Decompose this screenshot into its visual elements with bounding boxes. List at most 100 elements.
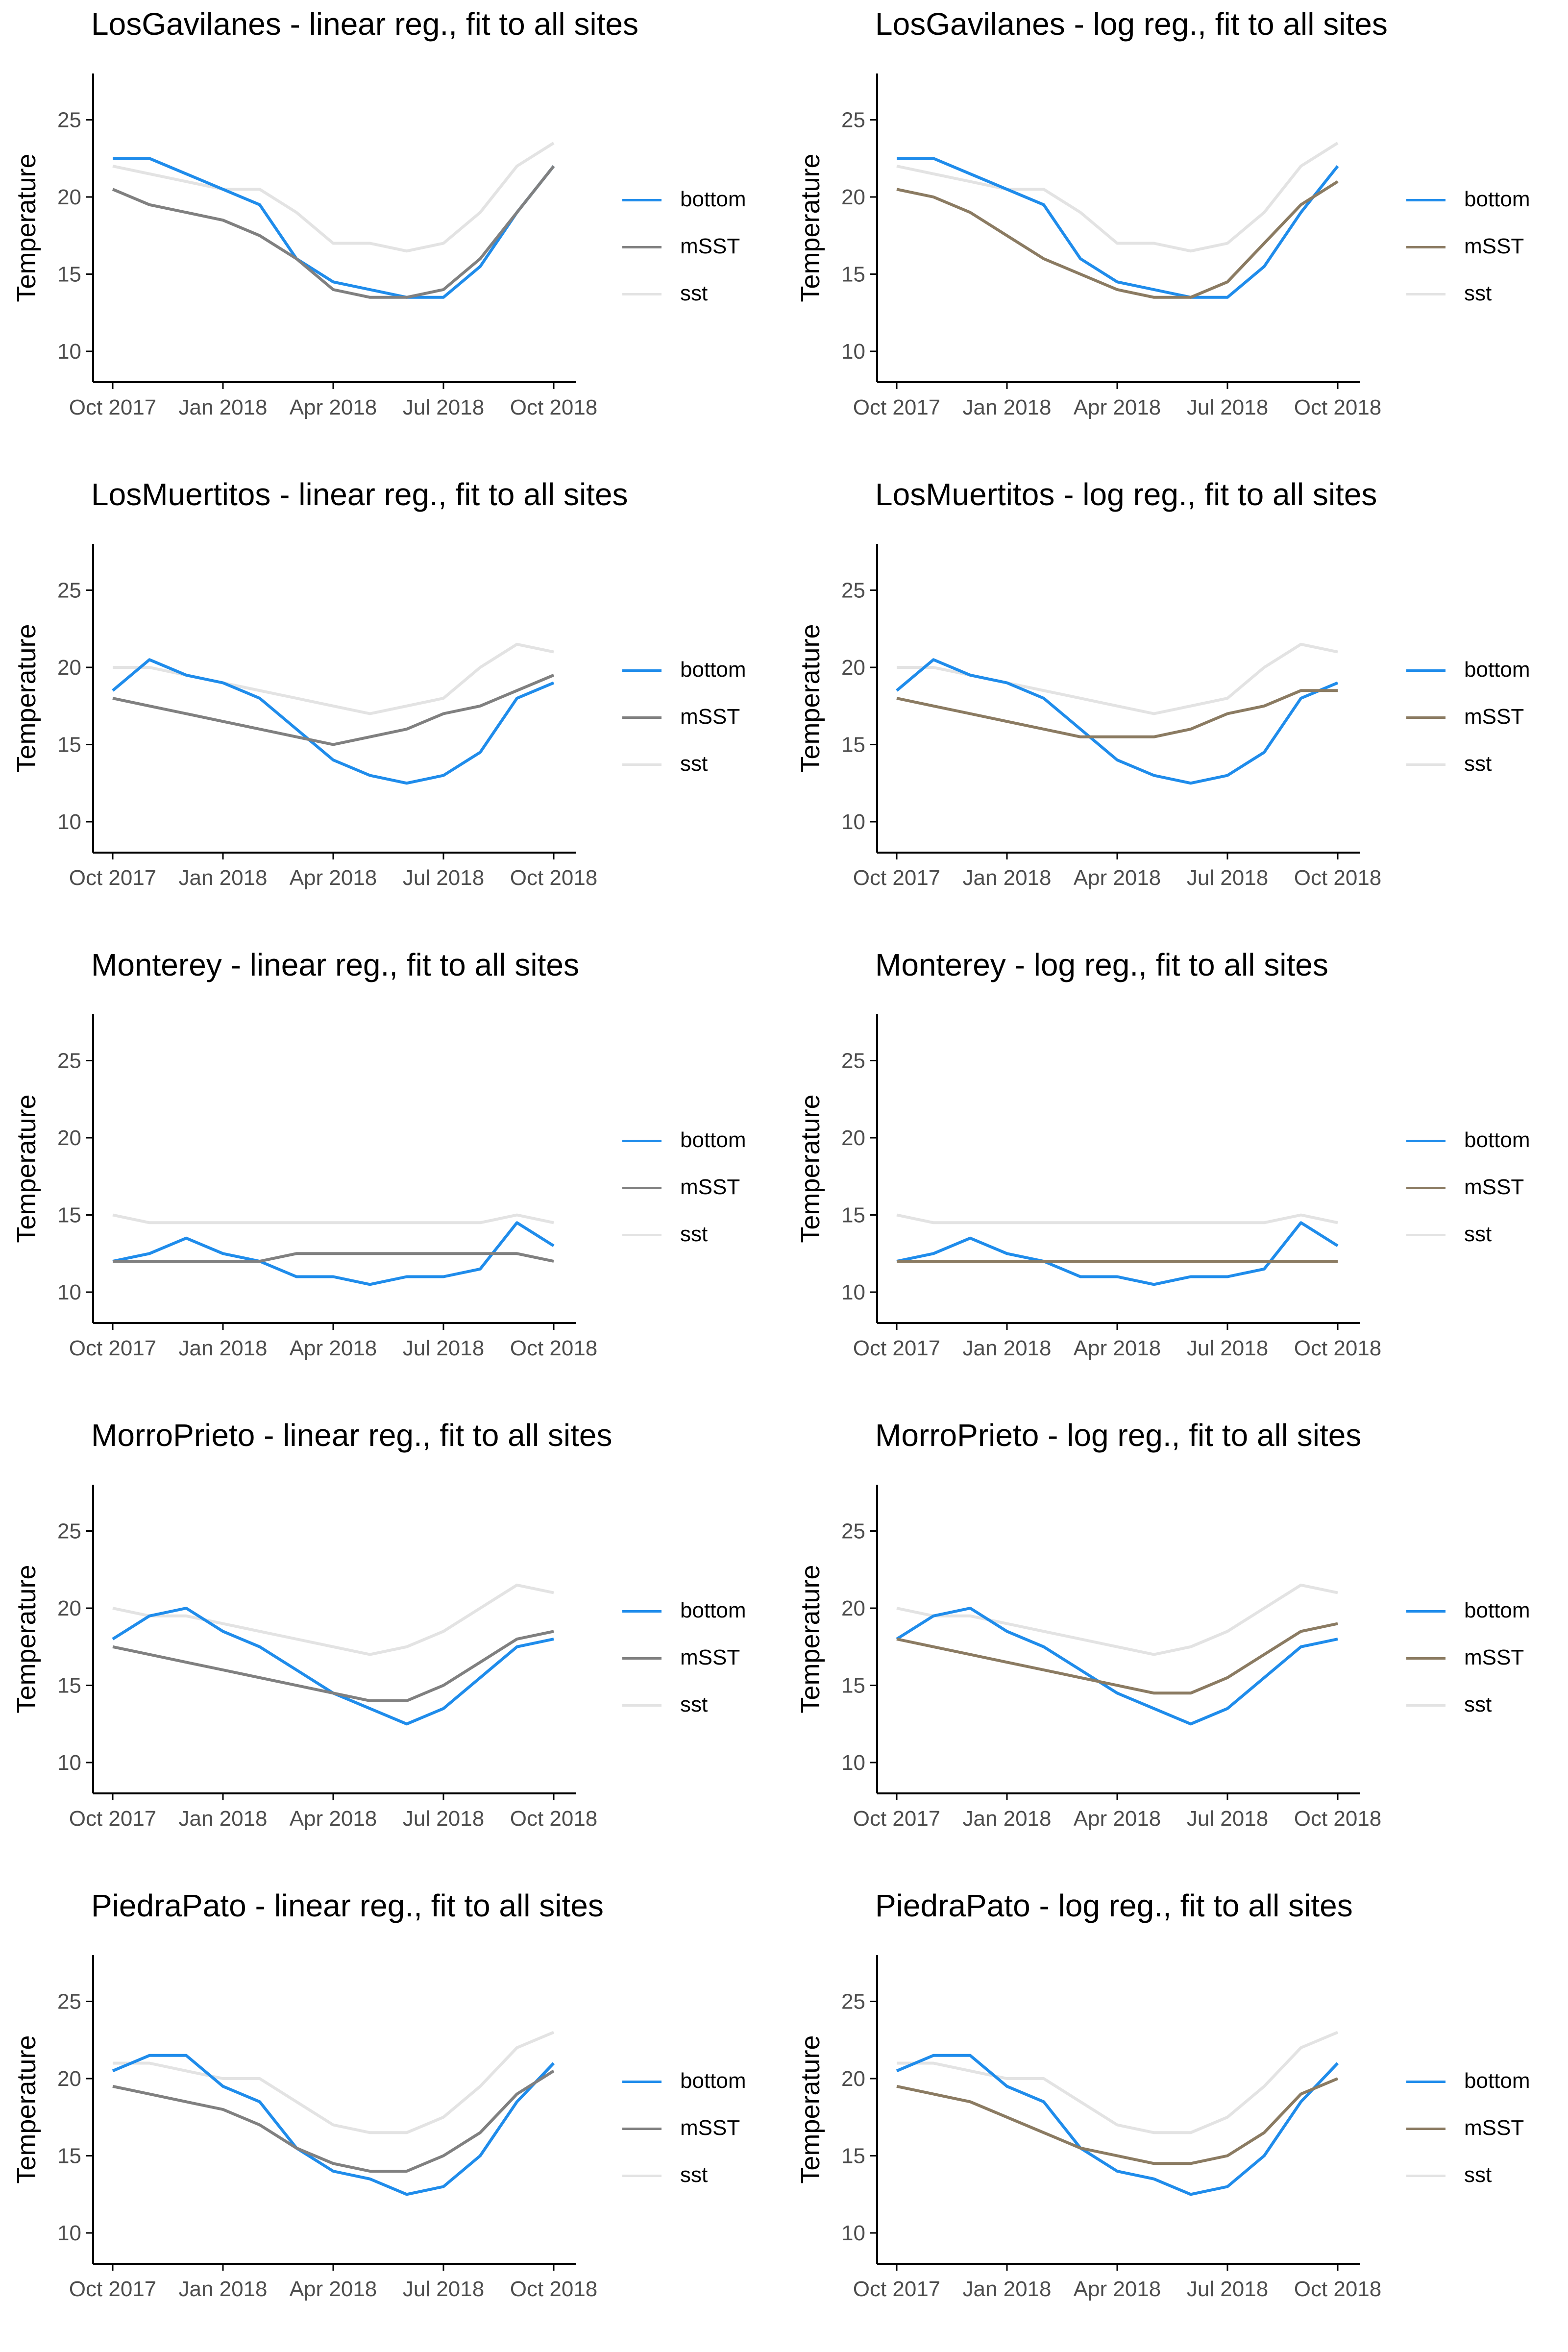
x-tick-label: Apr 2018 (1074, 866, 1161, 890)
legend-item-bottom: bottom (622, 1588, 779, 1635)
legend: bottom mSST sst (622, 1588, 779, 1729)
legend-item-mSST: mSST (622, 223, 779, 270)
legend-key-sst (1406, 293, 1446, 295)
legend-key-sst (622, 293, 662, 295)
series-line-sst (112, 142, 555, 253)
y-tick-label: 25 (841, 579, 865, 603)
series-line-bottom (897, 157, 1339, 299)
legend: bottom mSST sst (1406, 1588, 1563, 1729)
legend-label: sst (1464, 1222, 1492, 1246)
y-tick-label: 15 (57, 2144, 81, 2168)
legend-key-mSST (1406, 246, 1446, 248)
legend-item-mSST: mSST (1406, 223, 1563, 270)
legend-item-mSST: mSST (1406, 2105, 1563, 2152)
legend-label: bottom (1464, 2069, 1530, 2093)
legend-key-sst (622, 1234, 662, 1236)
legend-item-bottom: bottom (1406, 647, 1563, 694)
legend-label: mSST (680, 234, 740, 258)
chart-panel: 10 15 20 25 Oct 2017 Jan 2018 Apr 2018 Jul 2018… (784, 941, 1568, 1411)
x-tick-label: Apr 2018 (290, 1336, 377, 1360)
series-line-sst (896, 142, 1339, 253)
x-tick-label: Oct 2017 (69, 395, 157, 419)
legend-label: mSST (680, 705, 740, 729)
x-tick-label: Oct 2018 (1294, 1336, 1382, 1360)
x-tick-label: Jul 2018 (1187, 1336, 1268, 1360)
y-tick-label: 15 (57, 1203, 81, 1227)
chart-panel: 10 15 20 25 Oct 2017 Jan 2018 Apr 2018 Jul 2018… (0, 1411, 784, 1882)
y-axis-label: Temperature (796, 153, 825, 302)
series-line-mSST (896, 1622, 1338, 1695)
legend-label: mSST (680, 2116, 740, 2140)
legend-label: bottom (680, 658, 746, 682)
x-tick-label: Oct 2018 (1294, 866, 1382, 890)
x-tick-label: Jan 2018 (178, 1807, 267, 1831)
y-tick-label: 20 (57, 1596, 81, 1620)
series-line-sst (896, 1213, 1338, 1225)
series-line-bottom (896, 2054, 1339, 2196)
y-tick-label: 20 (57, 656, 81, 680)
x-tick-label: Jul 2018 (403, 1807, 484, 1831)
legend-label: mSST (1464, 234, 1524, 258)
legend-item-sst: sst (622, 2152, 779, 2199)
legend-item-mSST: mSST (1406, 694, 1563, 741)
y-tick-label: 10 (57, 1280, 81, 1304)
series-line-bottom (896, 658, 1339, 785)
x-tick-label: Oct 2017 (69, 866, 157, 890)
legend-label: bottom (1464, 1128, 1530, 1152)
x-tick-label: Oct 2017 (69, 1807, 157, 1831)
y-tick-label: 25 (57, 579, 81, 603)
x-tick-label: Jul 2018 (403, 2277, 484, 2301)
x-tick-label: Oct 2018 (510, 2277, 598, 2301)
y-tick-label: 15 (841, 263, 865, 287)
series-line-mSST (112, 674, 555, 746)
legend: bottom mSST sst (622, 647, 779, 788)
x-tick-label: Jan 2018 (178, 395, 267, 419)
legend-label: mSST (680, 1175, 740, 1199)
x-tick-label: Jul 2018 (1187, 2277, 1268, 2301)
legend-item-sst: sst (1406, 1682, 1563, 1729)
y-tick-label: 10 (57, 2221, 81, 2245)
legend: bottom mSST sst (622, 1117, 779, 1258)
y-axis-label: Temperature (796, 624, 825, 772)
legend-item-bottom: bottom (1406, 2058, 1563, 2105)
legend-key-sst (1406, 2175, 1446, 2177)
y-tick-label: 25 (57, 1990, 81, 2014)
x-tick-label: Oct 2018 (510, 395, 598, 419)
chart-panel: 10 15 20 25 Oct 2017 Jan 2018 Apr 2018 Jul 2018… (784, 0, 1568, 470)
chart-title: Monterey - linear reg., fit to all sites (91, 947, 579, 982)
x-tick-label: Oct 2018 (1294, 395, 1382, 419)
legend-label: sst (1464, 752, 1492, 776)
y-tick-label: 20 (57, 185, 81, 209)
y-axis-label: Temperature (796, 1094, 825, 1243)
legend-item-sst: sst (1406, 2152, 1563, 2199)
y-tick-label: 25 (841, 108, 865, 132)
plot-area: 10 15 20 25 Oct 2017 Jan 2018 Apr 2018 Jul 2018… (12, 1485, 597, 1831)
y-axis-label: Temperature (12, 1565, 41, 1713)
legend-label: bottom (1464, 658, 1530, 682)
chart-title: MorroPrieto - linear reg., fit to all si… (91, 1418, 612, 1453)
chart-title: LosGavilanes - linear reg., fit to all s… (91, 6, 638, 42)
legend-label: mSST (1464, 1645, 1524, 1669)
legend-key-mSST (622, 2128, 662, 2130)
x-tick-label: Jul 2018 (403, 395, 484, 419)
x-tick-label: Oct 2018 (1294, 1807, 1382, 1831)
legend-item-sst: sst (622, 1682, 779, 1729)
y-tick-label: 20 (841, 185, 865, 209)
legend-key-sst (622, 1704, 662, 1707)
y-tick-label: 10 (841, 1280, 865, 1304)
chart-panel: 10 15 20 25 Oct 2017 Jan 2018 Apr 2018 Jul 2018… (0, 941, 784, 1411)
legend-item-mSST: mSST (622, 1164, 779, 1211)
y-tick-label: 25 (841, 1519, 865, 1544)
series-line-bottom (112, 2054, 555, 2196)
x-tick-label: Jan 2018 (962, 866, 1051, 890)
y-axis-label: Temperature (12, 1094, 41, 1243)
legend-key-mSST (622, 716, 662, 719)
y-tick-label: 20 (57, 2067, 81, 2091)
chart-panel: 10 15 20 25 Oct 2017 Jan 2018 Apr 2018 Jul 2018… (0, 470, 784, 941)
series-line-sst (112, 1583, 554, 1656)
legend-key-bottom (622, 669, 662, 672)
x-tick-label: Jan 2018 (962, 1336, 1051, 1360)
plot-area: 10 15 20 25 Oct 2017 Jan 2018 Apr 2018 Jul 2018… (796, 1955, 1381, 2301)
plot-area: 10 15 20 25 Oct 2017 Jan 2018 Apr 2018 Jul 2018… (796, 1485, 1382, 1831)
x-tick-label: Apr 2018 (1074, 395, 1161, 419)
